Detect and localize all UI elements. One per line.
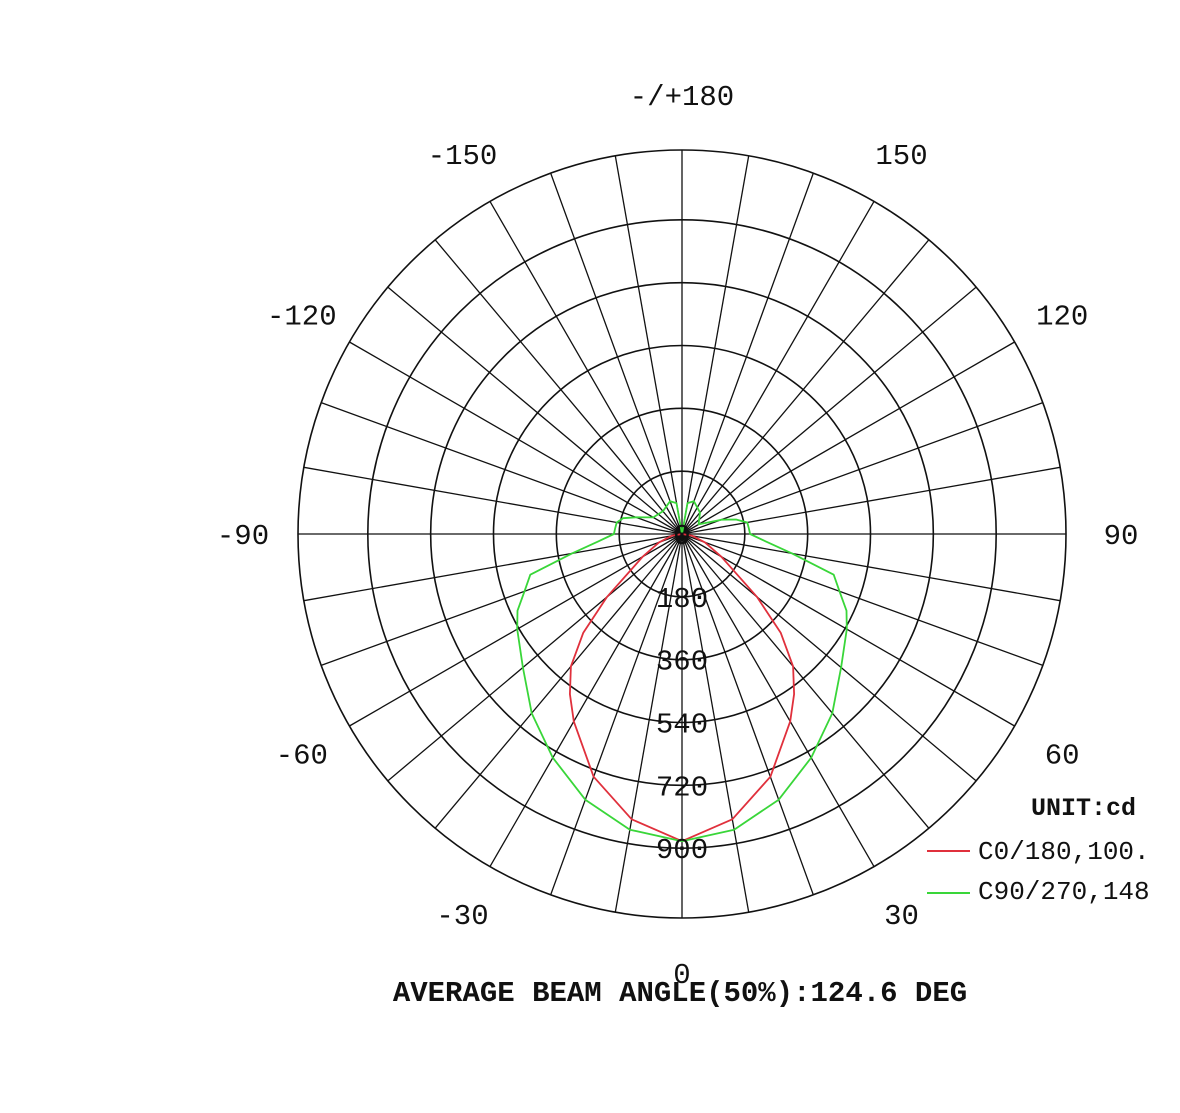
angle-label: -60 — [276, 740, 328, 773]
angle-label: -120 — [267, 301, 337, 334]
angle-label: 120 — [1036, 301, 1088, 334]
grid-spoke — [434, 239, 683, 535]
grid-spoke — [303, 533, 683, 602]
angle-label: -150 — [428, 140, 498, 173]
grid-spoke — [681, 239, 930, 535]
angle-label: -90 — [217, 520, 269, 553]
radial-tick-label: 0 — [673, 520, 690, 553]
grid-spoke — [349, 533, 683, 727]
label-layer: 0 180 360 540 720 900 -/+180 150 -150 120 -120 90 -9… — [217, 81, 1139, 992]
grid-spoke — [681, 201, 875, 535]
angle-label: 30 — [884, 900, 919, 933]
grid-ring — [297, 149, 1067, 919]
legend-label-c0: C0/180,100. — [978, 837, 1150, 867]
angle-label: 150 — [875, 140, 927, 173]
polar-grid — [297, 149, 1067, 919]
grid-spoke — [387, 286, 683, 535]
grid-spoke — [681, 533, 875, 867]
grid-spoke — [681, 533, 814, 896]
grid-spoke — [681, 533, 977, 782]
grid-spoke — [614, 155, 683, 535]
series-layer — [516, 500, 848, 843]
series-curve-1 — [516, 500, 848, 843]
grid-spoke — [349, 341, 683, 535]
legend: C0/180,100. C90/270,148 — [927, 837, 1150, 907]
grid-spoke — [320, 402, 683, 535]
angle-label: 90 — [1104, 520, 1139, 553]
grid-spoke — [387, 533, 683, 782]
grid-ring — [492, 344, 872, 724]
beam-angle-footer: AVERAGE BEAM ANGLE(50%):124.6 DEG — [393, 977, 967, 1010]
radial-tick-label: 900 — [656, 834, 708, 867]
unit-label: UNIT:cd — [1031, 794, 1136, 823]
radial-tick-label: 180 — [656, 583, 708, 616]
radial-tick-label: 540 — [656, 709, 708, 742]
grid-spoke — [681, 341, 1015, 535]
grid-ring — [429, 281, 935, 787]
grid-spoke — [614, 533, 683, 913]
grid-spoke — [681, 402, 1044, 535]
legend-label-c90: C90/270,148 — [978, 877, 1150, 907]
grid-spoke — [681, 466, 1061, 535]
grid-spoke — [681, 155, 750, 535]
grid-spoke — [681, 533, 1044, 666]
angle-label: -/+180 — [630, 81, 734, 114]
grid-ring — [555, 407, 809, 661]
grid-spoke — [681, 533, 750, 913]
grid-spoke — [681, 286, 977, 535]
grid-spoke — [681, 172, 814, 535]
grid-spoke — [434, 533, 683, 829]
grid-spoke — [303, 466, 683, 535]
radial-tick-label: 720 — [656, 771, 708, 804]
angle-label: 0 — [673, 959, 690, 992]
grid-spoke — [681, 533, 1015, 727]
grid-spoke — [681, 533, 930, 829]
grid-spoke — [489, 201, 683, 535]
grid-spoke — [681, 533, 1061, 602]
angle-label: 60 — [1045, 740, 1080, 773]
grid-ring — [367, 219, 997, 849]
grid-spoke — [550, 172, 683, 535]
grid-ring — [618, 470, 746, 598]
grid-spoke — [489, 533, 683, 867]
grid-spoke — [550, 533, 683, 896]
grid-spoke — [320, 533, 683, 666]
angle-label: -30 — [436, 900, 488, 933]
radial-tick-label: 360 — [656, 646, 708, 679]
